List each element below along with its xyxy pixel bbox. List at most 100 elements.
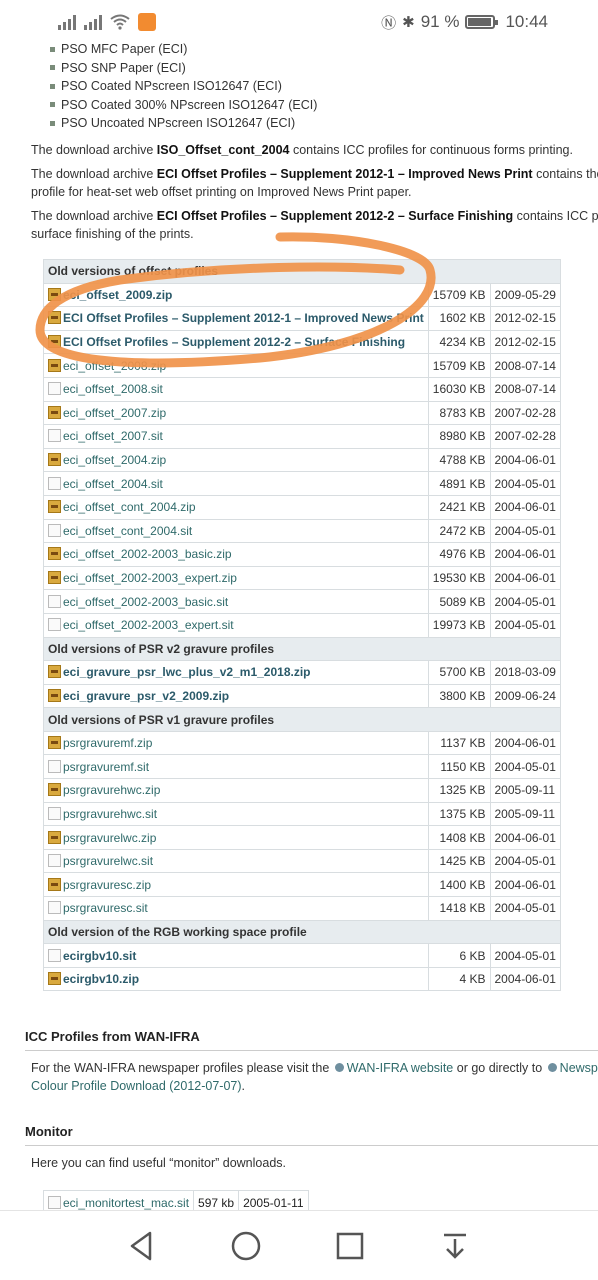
clock: 10:44: [505, 12, 548, 31]
profile-list-item: PSO Uncoated NPscreen ISO12647 (ECI): [50, 114, 598, 133]
file-name[interactable]: ecirgbv10.sit: [63, 948, 137, 963]
file-name[interactable]: eci_offset_2007.zip: [63, 405, 167, 420]
file-name[interactable]: psrgravurelwc.sit: [63, 854, 154, 869]
file-link[interactable]: eci_offset_2009.zip: [43, 282, 429, 308]
wifi-icon: [110, 14, 130, 30]
wan-ifra-website-link[interactable]: WAN-IFRA website: [346, 1061, 454, 1075]
section-header-label: Old versions of offset profiles: [43, 259, 561, 284]
file-link[interactable]: ecirgbv10.zip: [43, 966, 429, 992]
file-date: 2004-05-01: [489, 518, 561, 544]
recents-icon[interactable]: [333, 1229, 367, 1263]
file-size: 597 kb: [193, 1190, 240, 1210]
file-link[interactable]: eci_offset_cont_2004.sit: [43, 518, 429, 544]
zip-file-icon: [48, 405, 61, 419]
file-link[interactable]: eci_offset_2002-2003_expert.sit: [43, 612, 429, 638]
file-link[interactable]: eci_offset_2007.zip: [43, 400, 429, 426]
file-link[interactable]: ECI Offset Profiles – Supplement 2012-1 …: [43, 306, 429, 331]
back-icon[interactable]: [126, 1229, 160, 1263]
file-link[interactable]: eci_offset_2008.sit: [43, 376, 429, 402]
file-link[interactable]: psrgravuresc.sit: [43, 896, 429, 921]
file-name[interactable]: eci_offset_2009.zip: [63, 287, 173, 302]
file-name[interactable]: psrgravurelwc.zip: [63, 830, 157, 845]
file-icon: [48, 948, 61, 962]
file-size: 8783 KB: [427, 400, 491, 426]
file-link[interactable]: psrgravurehwc.zip: [43, 778, 429, 803]
table-row: eci_offset_2002-2003_basic.sit 5089 KB 200…: [43, 589, 561, 614]
file-date: 2004-05-01: [489, 612, 561, 638]
file-name[interactable]: eci_gravure_psr_lwc_plus_v2_m1_2018.zip: [63, 665, 311, 680]
file-date: 2012-02-15: [489, 306, 561, 331]
zip-file-icon: [48, 665, 61, 679]
file-link[interactable]: psrgravuresc.zip: [43, 872, 429, 898]
file-name[interactable]: eci_offset_2002-2003_expert.sit: [63, 618, 234, 633]
file-size: 8980 KB: [427, 424, 491, 449]
file-link[interactable]: ECI Offset Profiles – Supplement 2012-2 …: [43, 329, 429, 355]
file-icon: [48, 523, 61, 537]
file-link[interactable]: eci_offset_2008.zip: [43, 353, 429, 378]
bluetooth-icon: ✱: [402, 14, 415, 31]
file-link[interactable]: eci_offset_2004.sit: [43, 471, 429, 496]
file-name[interactable]: psrgravurehwc.sit: [63, 806, 158, 821]
file-link[interactable]: psrgravurelwc.zip: [43, 825, 429, 850]
file-name[interactable]: ECI Offset Profiles – Supplement 2012-2 …: [63, 335, 406, 350]
file-size: 4891 KB: [427, 471, 491, 496]
table-row: eci_offset_2008.zip 15709 KB 2008-07-14: [43, 353, 561, 378]
file-link[interactable]: eci_gravure_psr_v2_2009.zip: [43, 683, 429, 709]
file-name[interactable]: eci_offset_cont_2004.sit: [63, 523, 193, 538]
paragraph-supplement-2: The download archive ECI Offset Profiles…: [31, 208, 598, 241]
file-link[interactable]: eci_offset_2002-2003_expert.zip: [43, 565, 429, 591]
file-name[interactable]: eci_gravure_psr_v2_2009.zip: [63, 688, 230, 703]
file-link[interactable]: psrgravuremf.zip: [43, 730, 429, 756]
file-link[interactable]: psrgravuremf.sit: [43, 754, 429, 780]
paragraph-supplement-1: The download archive ECI Offset Profiles…: [31, 166, 598, 199]
file-size: 1137 KB: [427, 730, 491, 756]
file-link[interactable]: eci_offset_2002-2003_basic.zip: [43, 542, 429, 567]
table-section-header: Old version of the RGB working space pro…: [43, 919, 561, 945]
file-name[interactable]: ecirgbv10.zip: [63, 972, 140, 987]
file-name[interactable]: eci_offset_2008.sit: [63, 382, 163, 397]
wan-ifra-section: ICC Profiles from WAN-IFRA For the WAN-I…: [25, 1029, 598, 1095]
profile-list: PSO MFC Paper (ECI) PSO SNP Paper (ECI) PS…: [0, 40, 598, 133]
home-icon[interactable]: [229, 1229, 263, 1263]
file-name[interactable]: psrgravurehwc.zip: [63, 783, 161, 798]
file-name[interactable]: eci_offset_2004.sit: [63, 476, 163, 491]
newspaper-profile-link-cont[interactable]: Colour Profile Download (2012-07-07): [31, 1079, 242, 1093]
file-name[interactable]: eci_offset_2007.sit: [63, 429, 163, 444]
file-name[interactable]: ECI Offset Profiles – Supplement 2012-1 …: [63, 311, 424, 326]
file-name[interactable]: eci_offset_2002-2003_basic.zip: [63, 547, 232, 562]
file-name[interactable]: eci_offset_2004.zip: [63, 453, 167, 468]
table-row: psrgravuremf.sit 1150 KB 2004-05-01: [43, 754, 561, 780]
file-link[interactable]: eci_offset_2007.sit: [43, 424, 429, 449]
file-name[interactable]: eci_offset_2008.zip: [63, 358, 167, 373]
file-name[interactable]: psrgravuresc.sit: [63, 901, 148, 916]
file-date: 2004-05-01: [489, 754, 561, 780]
newspaper-profile-link[interactable]: Newspap: [559, 1061, 598, 1075]
file-link[interactable]: psrgravurelwc.sit: [43, 848, 429, 874]
zip-file-icon: [48, 311, 61, 325]
zip-file-icon: [48, 358, 61, 372]
file-link[interactable]: eci_offset_cont_2004.zip: [43, 494, 429, 520]
file-link[interactable]: eci_gravure_psr_lwc_plus_v2_m1_2018.zip: [43, 660, 429, 685]
table-row: eci_offset_2007.sit 8980 KB 2007-02-28: [43, 424, 561, 449]
zip-file-icon: [48, 972, 61, 986]
notification-pull-icon[interactable]: [438, 1229, 472, 1263]
profile-list-item: PSO SNP Paper (ECI): [50, 59, 598, 78]
file-link[interactable]: ecirgbv10.sit: [43, 943, 429, 968]
file-date: 2007-02-28: [489, 400, 561, 426]
file-link[interactable]: eci_monitortest_mac.sit: [42, 1190, 195, 1210]
signal-2-icon: [84, 14, 102, 30]
file-name[interactable]: eci_offset_2002-2003_basic.sit: [63, 594, 229, 609]
file-name[interactable]: eci_offset_cont_2004.zip: [63, 500, 196, 515]
file-link[interactable]: eci_offset_2004.zip: [43, 447, 429, 473]
table-row: eci_offset_2008.sit 16030 KB 2008-07-14: [43, 376, 561, 402]
file-link[interactable]: psrgravurehwc.sit: [43, 801, 429, 827]
file-name[interactable]: psrgravuresc.zip: [63, 877, 152, 892]
navigation-bar: [0, 1210, 598, 1280]
file-size: 16030 KB: [427, 376, 491, 402]
zip-file-icon: [48, 877, 61, 891]
file-name[interactable]: psrgravuremf.zip: [63, 736, 153, 751]
zip-file-icon: [48, 830, 61, 844]
file-name[interactable]: eci_offset_2002-2003_expert.zip: [63, 571, 237, 586]
file-name[interactable]: psrgravuremf.sit: [63, 759, 150, 774]
file-link[interactable]: eci_offset_2002-2003_basic.sit: [43, 589, 429, 614]
